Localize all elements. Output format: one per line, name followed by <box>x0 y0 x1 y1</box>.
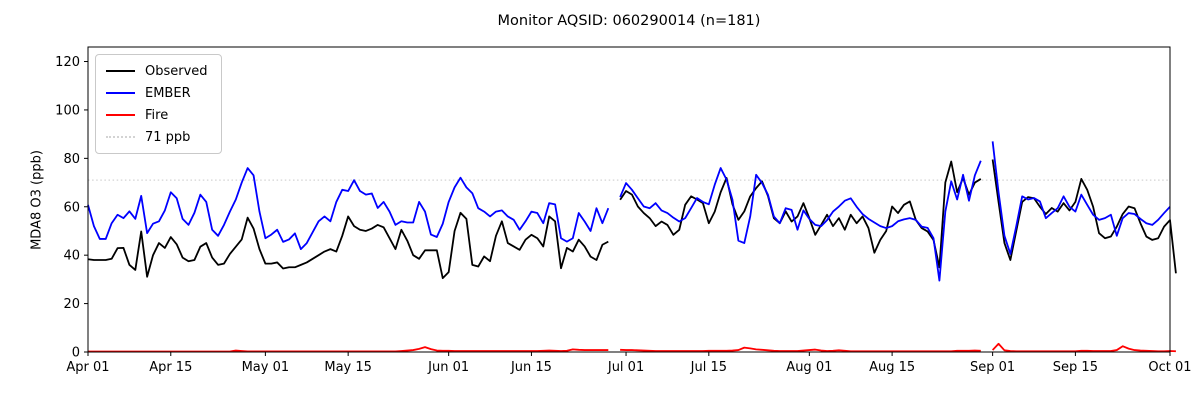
legend-line-swatch <box>106 114 135 116</box>
y-tick-label: 20 <box>63 297 80 312</box>
y-tick-label: 80 <box>63 152 80 167</box>
series-line-observed <box>619 160 982 269</box>
legend-item-fire: Fire <box>106 107 208 123</box>
x-tick-label: Apr 01 <box>66 360 109 375</box>
x-tick-label: Aug 01 <box>786 360 832 375</box>
legend-item-observed: Observed <box>106 63 208 79</box>
x-tick-label: Aug 15 <box>869 360 915 375</box>
series-line-observed <box>991 159 1177 274</box>
series-line-fire <box>991 342 1176 353</box>
legend-label: Observed <box>145 63 208 79</box>
series-line-fire <box>620 346 981 353</box>
y-tick-label: 120 <box>55 55 80 70</box>
x-tick-label: Jun 01 <box>427 360 469 375</box>
legend-label: Fire <box>145 107 169 123</box>
legend-label: 71 ppb <box>145 129 191 145</box>
x-tick-label: Apr 15 <box>149 360 192 375</box>
x-tick-label: May 15 <box>324 360 372 375</box>
legend-item-71-ppb: 71 ppb <box>106 129 208 145</box>
x-tick-label: Sep 15 <box>1053 360 1098 375</box>
legend-line-swatch <box>106 136 135 138</box>
legend: Observed EMBER Fire 71 ppb <box>95 54 222 154</box>
legend-line-swatch <box>106 70 135 72</box>
series-line-observed <box>87 211 609 280</box>
x-tick-label: Jul 15 <box>690 360 727 375</box>
y-tick-label: 100 <box>55 103 80 118</box>
x-tick-label: May 01 <box>242 360 290 375</box>
x-tick-label: Jun 15 <box>510 360 552 375</box>
plot-border <box>87 46 1171 353</box>
x-tick-label: Sep 01 <box>970 360 1015 375</box>
x-tick-label: Jul 01 <box>607 360 644 375</box>
series-line-ember <box>991 141 1171 255</box>
y-tick-label: 0 <box>72 346 80 361</box>
y-tick-label: 40 <box>63 249 80 264</box>
series-line-ember <box>619 160 982 282</box>
series-line-fire <box>88 346 609 353</box>
x-tick-label: Oct 01 <box>1148 360 1191 375</box>
legend-item-ember: EMBER <box>106 85 208 101</box>
legend-label: EMBER <box>145 85 191 101</box>
y-tick-label: 60 <box>63 200 80 215</box>
legend-line-swatch <box>106 92 135 94</box>
series-line-ember <box>87 167 610 251</box>
chart-title: Monitor AQSID: 060290014 (n=181) <box>497 13 761 29</box>
